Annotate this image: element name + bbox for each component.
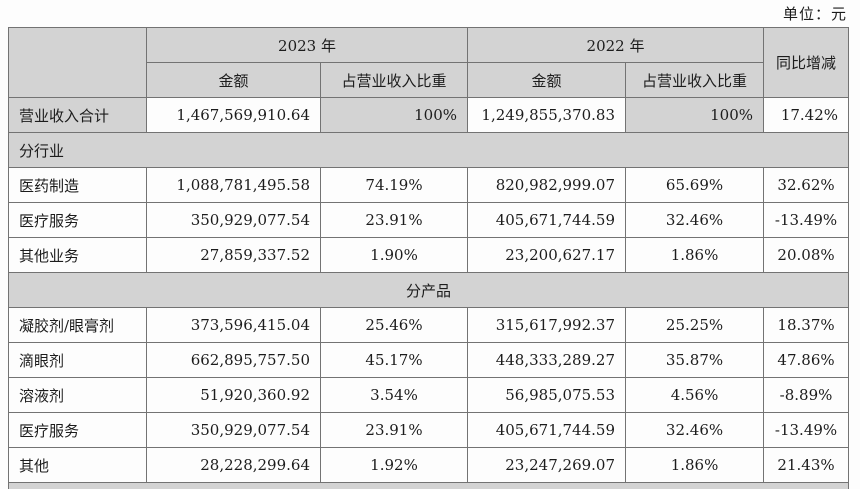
table-row: 医疗服务 350,929,077.54 23.91% 405,671,744.5…	[8, 202, 850, 238]
section-label-industry: 分行业	[7, 132, 850, 168]
row-label: 溶液剂	[8, 377, 147, 413]
yoy-cell: 47.86%	[763, 342, 850, 378]
revenue-breakdown-table: 2023 年 2022 年 同比增减 金额 占营业收入比重 金额 占营业收入比重…	[7, 27, 850, 489]
share-2023-cell: 25.46%	[319, 307, 469, 343]
corner-cell	[8, 27, 147, 98]
row-label: 医疗服务	[8, 202, 147, 238]
share-2023-cell: 23.91%	[319, 412, 469, 448]
amount-2022-cell: 448,333,289.27	[467, 342, 627, 378]
yoy-cell: 17.42%	[763, 97, 850, 133]
row-label: 滴眼剂	[8, 342, 147, 378]
amount-2023-cell: 28,228,299.64	[146, 447, 321, 483]
header-yoy: 同比增减	[763, 27, 850, 98]
table-row: 其他 28,228,299.64 1.92% 23,247,269.07 1.8…	[8, 447, 850, 483]
amount-2023-cell: 350,929,077.54	[146, 412, 321, 448]
header-amount-2023: 金额	[146, 62, 321, 98]
amount-2022-cell: 405,671,744.59	[467, 412, 627, 448]
share-2022-cell: 32.46%	[625, 202, 765, 238]
cutoff-section-cell	[7, 482, 850, 489]
share-2023-cell: 23.91%	[319, 202, 469, 238]
share-2022-cell: 1.86%	[625, 237, 765, 273]
header-amount-2022: 金额	[467, 62, 627, 98]
share-2022-cell: 1.86%	[625, 447, 765, 483]
section-row-product: 分产品	[7, 272, 850, 308]
amount-2022-cell: 56,985,075.53	[467, 377, 627, 413]
amount-2023-cell: 1,467,569,910.64	[146, 97, 321, 133]
table-row: 医疗服务 350,929,077.54 23.91% 405,671,744.5…	[8, 412, 850, 448]
header-row-metrics: 金额 占营业收入比重 金额 占营业收入比重	[9, 62, 849, 98]
share-2022-cell: 65.69%	[625, 167, 765, 203]
amount-2022-cell: 23,200,627.17	[467, 237, 627, 273]
yoy-cell: 32.62%	[763, 167, 850, 203]
amount-2022-cell: 23,247,269.07	[467, 447, 627, 483]
table-row-total: 营业收入合计 1,467,569,910.64 100% 1,249,855,3…	[8, 97, 850, 133]
share-2023-cell: 74.19%	[319, 167, 469, 203]
share-2022-cell: 25.25%	[625, 307, 765, 343]
yoy-cell: -13.49%	[763, 412, 850, 448]
section-label-product: 分产品	[7, 272, 850, 308]
header-share-2022: 占营业收入比重	[625, 62, 765, 98]
row-label: 凝胶剂/眼膏剂	[8, 307, 147, 343]
table-row: 其他业务 27,859,337.52 1.90% 23,200,627.17 1…	[8, 237, 850, 273]
amount-2022-cell: 820,982,999.07	[467, 167, 627, 203]
header-row-years: 2023 年 2022 年 同比增减	[8, 27, 850, 98]
row-label: 营业收入合计	[8, 97, 147, 133]
unit-label: 单位：元	[782, 5, 847, 23]
table-row: 滴眼剂 662,895,757.50 45.17% 448,333,289.27…	[8, 342, 850, 378]
share-2022-cell: 32.46%	[625, 412, 765, 448]
amount-2022-cell: 1,249,855,370.83	[467, 97, 627, 133]
share-2023-cell: 1.90%	[319, 237, 469, 273]
row-label: 医疗服务	[8, 412, 147, 448]
yoy-cell: -13.49%	[763, 202, 850, 238]
header-year-2022: 2022 年	[467, 27, 765, 63]
table-row: 溶液剂 51,920,360.92 3.54% 56,985,075.53 4.…	[8, 377, 850, 413]
yoy-cell: 18.37%	[763, 307, 850, 343]
header-share-2023: 占营业收入比重	[319, 62, 469, 98]
share-2023-cell: 100%	[319, 97, 469, 133]
amount-2023-cell: 373,596,415.04	[146, 307, 321, 343]
amount-2023-cell: 1,088,781,495.58	[146, 167, 321, 203]
cutoff-section-row	[7, 482, 850, 489]
amount-2023-cell: 27,859,337.52	[146, 237, 321, 273]
share-2023-cell: 3.54%	[319, 377, 469, 413]
share-2023-cell: 1.92%	[319, 447, 469, 483]
yoy-cell: -8.89%	[763, 377, 850, 413]
section-row-industry: 分行业	[7, 132, 850, 168]
yoy-cell: 21.43%	[763, 447, 850, 483]
amount-2023-cell: 662,895,757.50	[146, 342, 321, 378]
share-2022-cell: 100%	[625, 97, 765, 133]
share-2023-cell: 45.17%	[319, 342, 469, 378]
row-label: 其他	[8, 447, 147, 483]
amount-2023-cell: 51,920,360.92	[146, 377, 321, 413]
amount-2023-cell: 350,929,077.54	[146, 202, 321, 238]
row-label: 医药制造	[8, 167, 147, 203]
amount-2022-cell: 315,617,992.37	[467, 307, 627, 343]
row-label: 其他业务	[8, 237, 147, 273]
amount-2022-cell: 405,671,744.59	[467, 202, 627, 238]
share-2022-cell: 4.56%	[625, 377, 765, 413]
table-row: 凝胶剂/眼膏剂 373,596,415.04 25.46% 315,617,99…	[8, 307, 850, 343]
table-row: 医药制造 1,088,781,495.58 74.19% 820,982,999…	[8, 167, 850, 203]
yoy-cell: 20.08%	[763, 237, 850, 273]
header-year-2023: 2023 年	[145, 27, 469, 63]
share-2022-cell: 35.87%	[625, 342, 765, 378]
